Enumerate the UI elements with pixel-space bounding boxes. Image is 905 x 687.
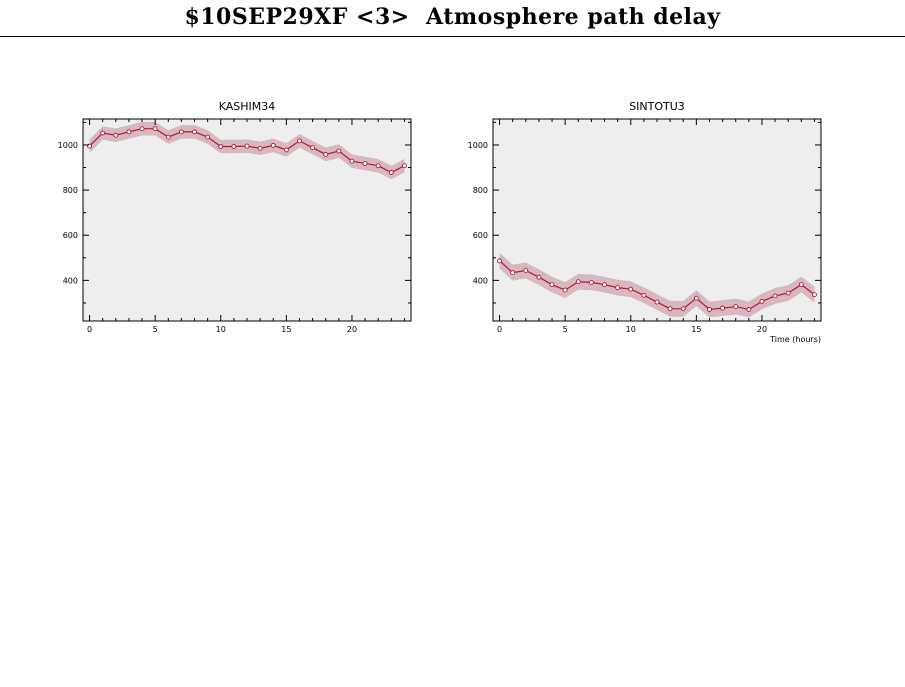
data-point [362,161,368,166]
x-tick-label: 20 [347,325,357,334]
y-tick-label: 400 [63,276,78,285]
data-point [297,138,302,144]
chart-panel-sintotu3: SINTOTU3 0 5 10 15 20 400 600 800 1000 Time (hours… [468,100,822,344]
data-point [667,306,673,312]
x-tick-label: 5 [563,325,568,334]
y-tick-label: 600 [473,231,488,240]
data-point [283,147,289,153]
y-tick-label: 800 [63,186,78,195]
y-tick-label: 600 [63,231,78,240]
data-point [244,143,250,149]
data-point [785,290,791,296]
series-error-band [499,252,815,318]
x-tick-label: 0 [497,325,502,334]
data-point [628,286,634,292]
x-axis-label: Time (hours) [769,335,821,344]
panel-title: SINTOTU3 [629,100,685,113]
data-point [733,304,739,310]
y-tick-label: 400 [473,276,488,285]
data-point [497,258,503,264]
data-point [205,134,211,140]
data-point [549,282,555,288]
x-tick-label: 20 [757,325,767,334]
data-point [349,158,355,164]
data-point [588,279,594,285]
data-point [798,282,804,288]
data-point [218,144,224,149]
data-point [100,130,106,136]
data-point [192,129,197,135]
x-tick-label: 5 [153,325,158,334]
data-point [126,129,132,135]
data-point [680,306,686,312]
panel-title: KASHIM34 [219,100,276,113]
x-tick-label: 15 [691,325,701,334]
data-point [707,307,712,312]
data-point [575,279,581,285]
data-point [693,295,699,301]
x-tick-label: 10 [216,325,226,334]
data-point [720,305,726,311]
x-tick-label: 15 [281,325,291,334]
data-point [562,287,568,293]
page-title: $10SEP29XF <3> Atmosphere path delay [184,4,721,30]
y-tick-label: 1000 [58,141,78,150]
data-point [602,282,607,288]
data-point [178,129,184,135]
data-point [257,145,263,151]
x-tick-label: 10 [626,325,636,334]
data-point [165,134,171,140]
data-point [811,292,817,298]
data-point [388,170,394,175]
data-point [375,163,381,169]
data-point [323,151,329,157]
data-point [615,285,621,291]
data-point [641,292,647,298]
y-tick-label: 800 [473,186,488,195]
title-divider [0,36,905,37]
data-point [113,132,119,138]
data-point [270,142,276,148]
chart-panel-kashim34: KASHIM34 0 5 10 15 20 400 600 800 1000 [58,100,412,334]
data-point [523,267,529,273]
data-point [310,145,316,151]
y-tick-label: 1000 [468,141,488,150]
x-tick-label: 0 [87,325,92,334]
data-point [654,299,660,305]
data-point [510,270,516,276]
data-point [336,148,342,154]
data-point [139,126,145,132]
data-point [746,307,752,312]
data-point [772,293,778,299]
data-point [759,298,765,304]
data-point [536,274,542,280]
data-point [152,126,158,132]
data-point [401,163,407,169]
data-point [231,144,237,149]
